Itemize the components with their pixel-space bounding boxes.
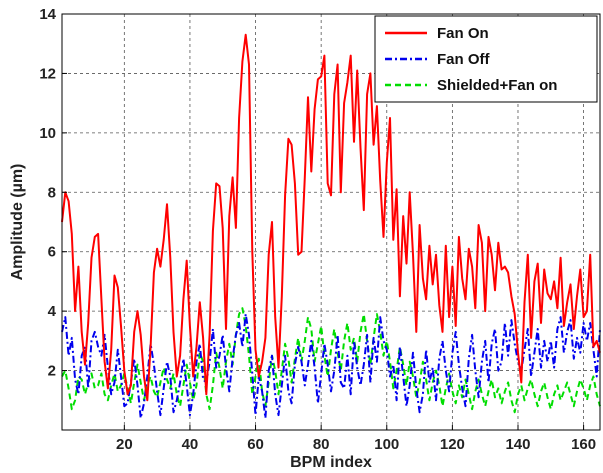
y-tick-label: 8 (48, 184, 56, 201)
x-tick-label: 20 (116, 436, 133, 453)
x-tick-label: 60 (247, 436, 264, 453)
series-line-shielded-fan-on (61, 307, 601, 414)
y-tick-label: 12 (39, 65, 56, 82)
series-lines (61, 33, 601, 420)
x-tick-label: 120 (440, 436, 465, 453)
legend-label: Shielded+Fan on (437, 77, 557, 94)
x-tick-label: 80 (313, 436, 330, 453)
x-tick-label: 40 (182, 436, 199, 453)
y-axis-label: Amplitude (µm) (9, 164, 26, 281)
legend: Fan On Fan Off Shielded+Fan on (374, 15, 598, 103)
series-line-fan-off (61, 313, 601, 420)
axis-ticks: 20 40 60 80 100 120 140 160 2 4 6 8 10 12 14 (39, 6, 596, 453)
x-tick-label: 140 (505, 436, 530, 453)
plot-area-frame (61, 13, 601, 431)
y-tick-label: 14 (39, 6, 56, 23)
x-tick-label: 100 (374, 436, 399, 453)
x-tick-label: 160 (571, 436, 596, 453)
y-tick-label: 2 (48, 363, 56, 380)
series-line-fan-on (61, 33, 601, 402)
x-axis-label: BPM index (290, 454, 372, 471)
y-tick-label: 4 (48, 303, 57, 320)
y-tick-label: 6 (48, 244, 56, 261)
legend-label: Fan Off (437, 51, 490, 68)
y-tick-label: 10 (39, 125, 56, 142)
legend-label: Fan On (437, 25, 489, 42)
